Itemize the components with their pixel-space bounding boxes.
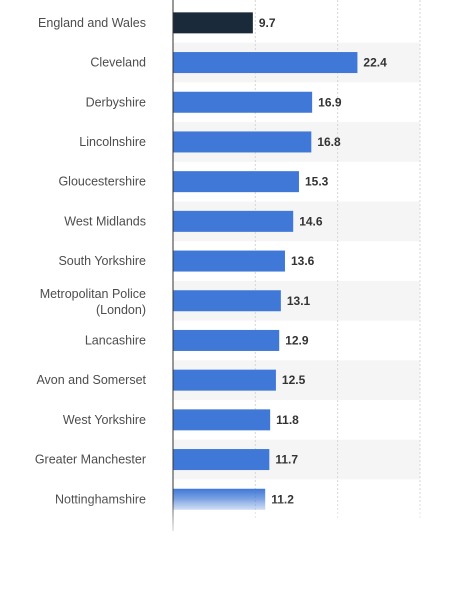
category-label: South Yorkshire <box>58 254 146 268</box>
bar <box>173 210 294 232</box>
category-label: Lincolnshire <box>79 135 146 149</box>
category-label: West Midlands <box>64 214 146 228</box>
category-label: Gloucestershire <box>58 175 146 189</box>
category-label: West Yorkshire <box>63 413 146 427</box>
category-label: England and Wales <box>38 16 146 30</box>
bar <box>173 171 299 193</box>
category-labels: England and Wales Cleveland Derbyshire Linc… <box>35 16 147 506</box>
value-label: 12.9 <box>285 333 309 347</box>
bar <box>173 449 270 471</box>
value-label: 16.8 <box>317 135 341 149</box>
category-label: Avon and Somerset <box>36 373 146 387</box>
value-label: 11.7 <box>275 453 298 467</box>
bar <box>173 131 312 153</box>
bar <box>173 12 253 34</box>
value-label: 13.6 <box>291 254 315 268</box>
value-label: 22.4 <box>363 56 387 70</box>
category-label: Cleveland <box>90 56 146 70</box>
value-label: 12.5 <box>282 373 306 387</box>
category-label: Derbyshire <box>86 95 146 109</box>
bars <box>173 12 358 510</box>
bottom-fade-overlay <box>0 499 460 540</box>
value-label: 9.7 <box>259 16 276 30</box>
bar <box>173 250 285 272</box>
bar <box>173 329 280 351</box>
category-label: Greater Manchester <box>35 453 146 467</box>
value-label: 11.8 <box>276 413 299 427</box>
category-label: Metropolitan Police (London) <box>40 287 146 317</box>
category-label: Lancashire <box>85 333 146 347</box>
value-label: 16.9 <box>318 95 342 109</box>
bar <box>173 290 281 312</box>
bar <box>173 52 358 74</box>
gridlines <box>254 0 421 520</box>
value-label: 14.6 <box>299 214 323 228</box>
bar <box>173 369 276 391</box>
value-labels: 9.7 22.4 16.9 16.8 15.3 14.6 13.6 13.1 12.9 12.5 1… <box>259 16 387 506</box>
bar <box>173 91 313 113</box>
bar <box>173 409 271 431</box>
value-label: 13.1 <box>287 294 311 308</box>
value-label: 15.3 <box>305 175 329 189</box>
